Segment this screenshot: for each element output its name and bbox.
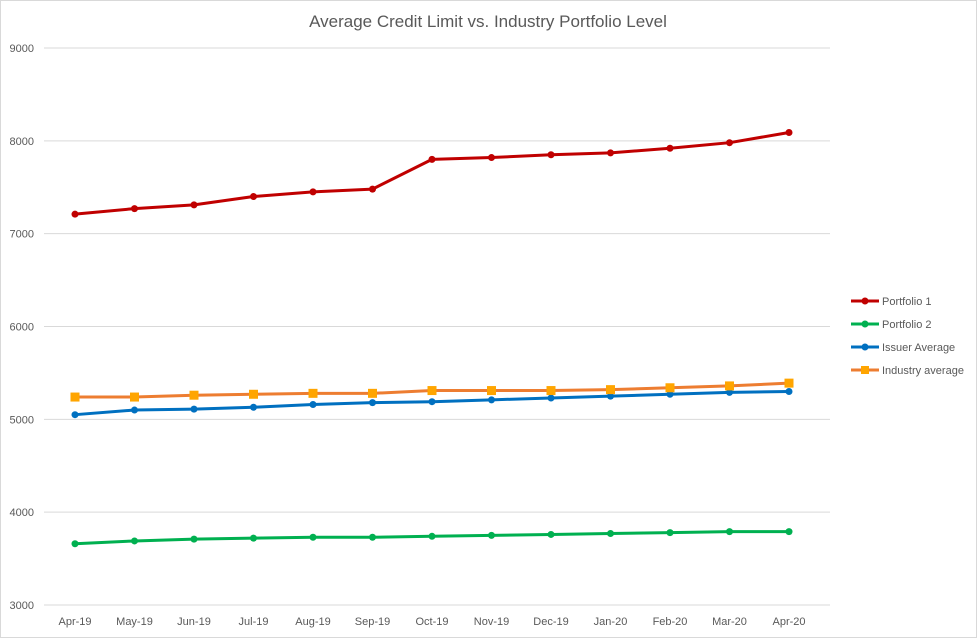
legend-label: Industry average [882,365,964,377]
data-point [488,396,495,404]
data-point [131,205,138,213]
data-point [428,398,436,406]
data-point [726,388,733,396]
data-point [547,394,555,402]
x-tick-label: Apr-20 [772,616,805,628]
data-point [488,154,495,162]
data-point [607,149,614,157]
data-point [726,139,733,147]
data-point [488,531,495,539]
data-point [785,387,793,395]
data-point [190,535,198,543]
y-tick-label: 3000 [10,600,34,612]
data-point [369,399,376,407]
data-point [784,378,794,388]
data-point [70,392,80,402]
x-tick-label: Jul-19 [239,616,269,628]
x-tick-label: Nov-19 [474,616,509,628]
data-point [369,185,376,193]
y-tick-label: 8000 [10,136,34,148]
data-point [368,388,377,398]
data-point [190,405,198,413]
data-point [666,529,674,537]
data-point [189,390,199,400]
x-tick-label: Jun-19 [177,616,211,628]
data-point [428,155,436,163]
data-point [71,411,79,419]
data-point [725,381,734,391]
legend-marker [861,343,869,351]
data-point [71,210,79,218]
data-point [785,528,793,536]
data-point [250,403,257,411]
data-point [726,528,733,536]
data-point [250,534,257,542]
data-point [309,400,317,408]
data-point [249,389,258,399]
data-point [606,385,615,395]
data-point [131,406,138,414]
data-point [131,537,138,545]
x-tick-label: Dec-19 [533,616,568,628]
x-tick-label: Sep-19 [355,616,390,628]
x-tick-label: Feb-20 [653,616,688,628]
data-point [190,201,198,209]
series-line-portfolio-1 [74,130,790,216]
data-point [309,188,317,196]
y-tick-label: 9000 [10,43,34,55]
data-point [369,533,376,541]
legend-label: Issuer Average [882,342,955,354]
data-point [308,388,318,398]
x-tick-label: Jan-20 [594,616,628,628]
chart-title: Average Credit Limit vs. Industry Portfo… [309,12,667,31]
data-point [666,390,674,398]
y-tick-label: 5000 [10,414,34,426]
x-tick-label: Aug-19 [295,616,330,628]
data-point [250,193,257,201]
legend-label: Portfolio 2 [882,319,932,331]
y-tick-label: 4000 [10,507,34,519]
data-point [428,532,436,540]
data-point [607,392,614,400]
data-point [666,144,674,152]
data-point [487,386,496,396]
x-tick-label: Oct-19 [415,616,448,628]
y-tick-label: 6000 [10,322,34,334]
data-point [607,530,614,538]
x-tick-label: May-19 [116,616,153,628]
data-point [665,383,675,393]
data-point [547,151,555,159]
data-point [785,128,793,136]
legend-label: Portfolio 1 [882,296,932,308]
x-tick-label: Apr-19 [58,616,91,628]
x-tick-label: Mar-20 [712,616,747,628]
data-point [309,533,317,541]
legend-marker [861,297,869,305]
data-point [427,386,437,396]
data-point [546,386,556,396]
data-point [547,530,555,538]
legend-marker [861,320,869,328]
data-point [130,392,139,402]
legend-marker [861,366,869,374]
data-point [71,540,79,548]
y-tick-label: 7000 [10,229,34,241]
